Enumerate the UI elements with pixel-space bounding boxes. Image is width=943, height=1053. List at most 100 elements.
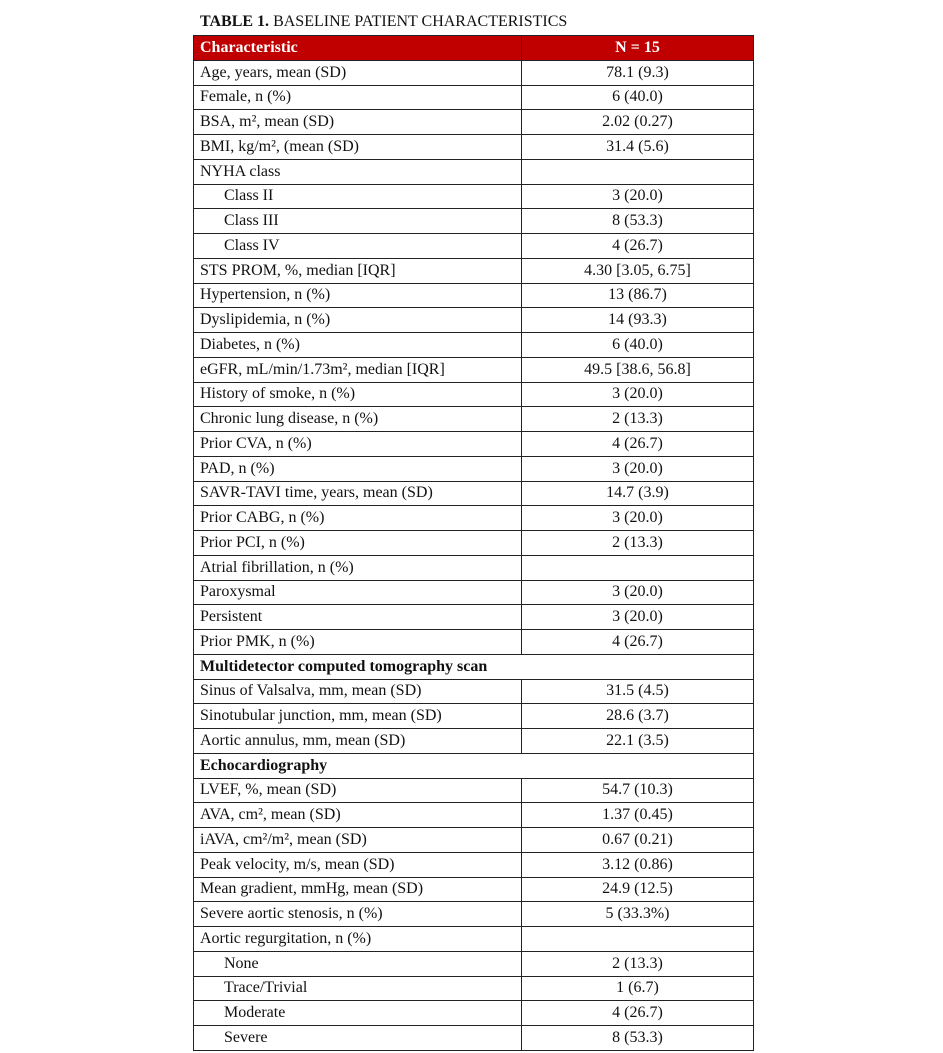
row-value: 2.02 (0.27) — [521, 109, 754, 135]
table-row: Age, years, mean (SD) 78.1 (9.3) — [193, 59, 754, 86]
row-value: 31.5 (4.5) — [521, 678, 754, 705]
row-value: 4 (26.7) — [521, 1000, 754, 1026]
row-label: Severe aortic stenosis, n (%) — [193, 901, 522, 927]
table-row: Hypertension, n (%) 13 (86.7) — [193, 282, 754, 309]
table-row: Dyslipidemia, n (%) 14 (93.3) — [193, 307, 754, 333]
row-label: AVA, cm², mean (SD) — [193, 802, 522, 828]
row-label: Class II — [193, 183, 522, 210]
row-value: 3.12 (0.86) — [521, 851, 754, 878]
table-row: Aortic annulus, mm, mean (SD) 22.1 (3.5) — [193, 728, 754, 754]
row-value: 3 (20.0) — [521, 579, 754, 606]
section-row: Multidetector computed tomography scan — [193, 653, 754, 680]
row-value: 24.9 (12.5) — [521, 876, 754, 903]
table-row: Atrial fibrillation, n (%) — [193, 554, 754, 581]
table-row: AVA, cm², mean (SD) 1.37 (0.45) — [193, 802, 754, 828]
row-value: 54.7 (10.3) — [521, 777, 754, 804]
section-heading: Echocardiography — [193, 752, 754, 779]
row-label: NYHA class — [193, 158, 522, 185]
table-row: Prior PCI, n (%) 2 (13.3) — [193, 530, 754, 556]
table-row: Prior CVA, n (%) 4 (26.7) — [193, 431, 754, 457]
row-value: 0.67 (0.21) — [521, 827, 754, 853]
row-label: Dyslipidemia, n (%) — [193, 307, 522, 333]
row-label: Paroxysmal — [193, 579, 522, 606]
row-value: 4 (26.7) — [521, 431, 754, 457]
row-value: 78.1 (9.3) — [521, 59, 754, 86]
table-row: Severe aortic stenosis, n (%) 5 (33.3%) — [193, 901, 754, 927]
row-value: 1.37 (0.45) — [521, 802, 754, 828]
row-label: Severe — [193, 1025, 522, 1051]
row-value: 49.5 [38.6, 56.8] — [521, 356, 754, 383]
row-value: 14 (93.3) — [521, 307, 754, 333]
row-label: Mean gradient, mmHg, mean (SD) — [193, 876, 522, 903]
row-label: Trace/Trivial — [193, 975, 522, 1002]
row-label: Persistent — [193, 604, 522, 630]
row-value: 3 (20.0) — [521, 183, 754, 210]
row-value: 28.6 (3.7) — [521, 703, 754, 729]
row-label: Sinus of Valsalva, mm, mean (SD) — [193, 678, 522, 705]
table-row: Diabetes, n (%) 6 (40.0) — [193, 332, 754, 358]
row-value: 14.7 (3.9) — [521, 480, 754, 507]
row-label: None — [193, 950, 522, 977]
header-characteristic: Characteristic — [193, 35, 522, 61]
table-row: Aortic regurgitation, n (%) — [193, 926, 754, 952]
table-row: PAD, n (%) 3 (20.0) — [193, 455, 754, 482]
row-label: Hypertension, n (%) — [193, 282, 522, 309]
row-label: BSA, m², mean (SD) — [193, 109, 522, 135]
row-value: 22.1 (3.5) — [521, 728, 754, 754]
row-value: 4 (26.7) — [521, 629, 754, 655]
table-row: Paroxysmal 3 (20.0) — [193, 579, 754, 606]
table-row: Moderate 4 (26.7) — [193, 1000, 754, 1026]
row-value: 2 (13.3) — [521, 406, 754, 432]
row-value: 13 (86.7) — [521, 282, 754, 309]
table-row: Persistent 3 (20.0) — [193, 604, 754, 630]
table-row: Prior PMK, n (%) 4 (26.7) — [193, 629, 754, 655]
row-value: 3 (20.0) — [521, 455, 754, 482]
table-row: eGFR, mL/min/1.73m², median [IQR] 49.5 [3… — [193, 356, 754, 383]
row-label: Diabetes, n (%) — [193, 332, 522, 358]
table-row: STS PROM, %, median [IQR] 4.30 [3.05, 6.7… — [193, 257, 754, 284]
table-row: LVEF, %, mean (SD) 54.7 (10.3) — [193, 777, 754, 804]
row-value: 5 (33.3%) — [521, 901, 754, 927]
row-label: BMI, kg/m², (mean (SD) — [193, 134, 522, 160]
row-label: Atrial fibrillation, n (%) — [193, 554, 522, 581]
header-n: N = 15 — [521, 35, 754, 61]
table-row: Class III 8 (53.3) — [193, 208, 754, 234]
row-value — [521, 926, 754, 952]
row-label: Aortic regurgitation, n (%) — [193, 926, 522, 952]
row-value — [521, 158, 754, 185]
table-row: Class IV 4 (26.7) — [193, 233, 754, 259]
table-row: BSA, m², mean (SD) 2.02 (0.27) — [193, 109, 754, 135]
row-value: 6 (40.0) — [521, 332, 754, 358]
row-label: Prior CABG, n (%) — [193, 505, 522, 531]
table-caption: BASELINE PATIENT CHARACTERISTICS — [269, 13, 568, 30]
row-label: Sinotubular junction, mm, mean (SD) — [193, 703, 522, 729]
row-label: Aortic annulus, mm, mean (SD) — [193, 728, 522, 754]
row-value: 1 (6.7) — [521, 975, 754, 1002]
table-row: Female, n (%) 6 (40.0) — [193, 84, 754, 111]
table-row: Chronic lung disease, n (%) 2 (13.3) — [193, 406, 754, 432]
row-value: 3 (20.0) — [521, 381, 754, 408]
baseline-characteristics-table: Characteristic N = 15 Age, years, mean (… — [193, 35, 754, 1051]
row-value: 4 (26.7) — [521, 233, 754, 259]
table-number: TABLE 1. — [200, 13, 270, 30]
row-label: STS PROM, %, median [IQR] — [193, 257, 522, 284]
table-row: Severe 8 (53.3) — [193, 1025, 754, 1051]
table-row: Class II 3 (20.0) — [193, 183, 754, 210]
row-label: Class IV — [193, 233, 522, 259]
row-value — [521, 554, 754, 581]
table-row: BMI, kg/m², (mean (SD) 31.4 (5.6) — [193, 134, 754, 160]
row-label: Peak velocity, m/s, mean (SD) — [193, 851, 522, 878]
row-label: Prior PCI, n (%) — [193, 530, 522, 556]
row-label: LVEF, %, mean (SD) — [193, 777, 522, 804]
row-value: 8 (53.3) — [521, 208, 754, 234]
row-value: 3 (20.0) — [521, 505, 754, 531]
row-value: 4.30 [3.05, 6.75] — [521, 257, 754, 284]
row-value: 31.4 (5.6) — [521, 134, 754, 160]
table-row: NYHA class — [193, 158, 754, 185]
row-label: Class III — [193, 208, 522, 234]
table-row: Sinus of Valsalva, mm, mean (SD) 31.5 (4.… — [193, 678, 754, 705]
table-row: None 2 (13.3) — [193, 950, 754, 977]
row-label: Prior PMK, n (%) — [193, 629, 522, 655]
row-label: Chronic lung disease, n (%) — [193, 406, 522, 432]
row-value: 2 (13.3) — [521, 530, 754, 556]
